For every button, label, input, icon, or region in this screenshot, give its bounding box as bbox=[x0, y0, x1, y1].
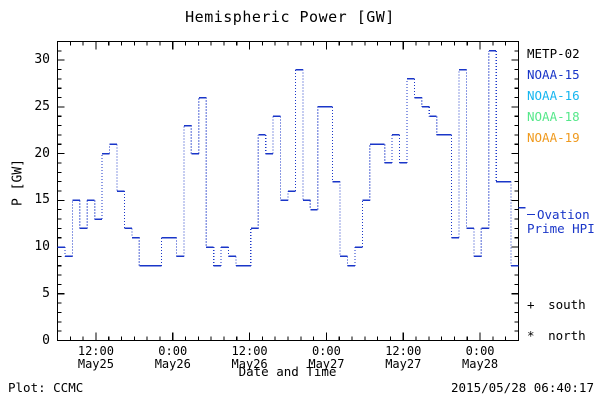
footer-credit: Plot: CCMC bbox=[8, 380, 84, 395]
x-tick-time: 12:00 bbox=[77, 344, 114, 358]
y-axis-title: P [GW] bbox=[10, 159, 26, 206]
y-tick-label: 0 bbox=[42, 332, 50, 348]
legend-ovation-line2: Prime HPI bbox=[527, 221, 595, 236]
y-tick-label: 15 bbox=[34, 192, 50, 208]
legend-item-noaa-15[interactable]: NOAA-15 bbox=[527, 67, 580, 82]
legend-item-noaa-18[interactable]: NOAA-18 bbox=[527, 109, 580, 124]
footer-timestamp: 2015/05/28 06:40:17 bbox=[451, 380, 594, 395]
legend-marker-north-label: north bbox=[548, 328, 586, 343]
x-tick-time: 0:00 bbox=[158, 344, 188, 358]
x-tick-time: 0:00 bbox=[311, 344, 341, 358]
x-tick-time: 12:00 bbox=[385, 344, 422, 358]
page-title: Hemispheric Power [GW] bbox=[185, 8, 395, 26]
x-tick-time: 0:00 bbox=[465, 344, 495, 358]
y-tick-label: 10 bbox=[34, 239, 50, 255]
legend-marker-north: * north bbox=[527, 328, 586, 343]
axes-group bbox=[56, 40, 520, 342]
legend-marker-south-label: south bbox=[548, 297, 586, 312]
x-tick-label: 0:00 May28 bbox=[440, 345, 520, 371]
x-tick-time: 12:00 bbox=[231, 344, 268, 358]
x-tick-date: May25 bbox=[77, 357, 114, 371]
x-axis-title: Date and Time bbox=[238, 364, 337, 379]
legend-ovation-entry: Ovation Prime HPI bbox=[527, 208, 595, 236]
x-tick-date: May28 bbox=[462, 357, 499, 371]
y-tick-label: 20 bbox=[34, 145, 50, 161]
x-tick-label: 0:00 May26 bbox=[133, 345, 213, 371]
x-tick-date: May27 bbox=[385, 357, 422, 371]
legend-item-metp-02[interactable]: METP-02 bbox=[527, 46, 580, 61]
legend-marker-south: + south bbox=[527, 297, 586, 312]
x-tick-date: May27 bbox=[308, 357, 345, 371]
asterisk-marker-icon: * bbox=[527, 328, 535, 343]
series-risers-0 bbox=[64, 50, 512, 266]
x-tick-date: May26 bbox=[231, 357, 268, 371]
data-series-group bbox=[57, 50, 526, 267]
y-tick-label: 5 bbox=[42, 285, 50, 301]
x-tick-label: 12:00 May26 bbox=[210, 345, 290, 371]
ovation-dash-icon bbox=[527, 214, 535, 215]
y-tick-label: 30 bbox=[34, 52, 50, 68]
x-tick-label: 0:00 May27 bbox=[286, 345, 366, 371]
x-tick-date: May26 bbox=[154, 357, 191, 371]
legend-item-noaa-19[interactable]: NOAA-19 bbox=[527, 130, 580, 145]
y-tick-label: 25 bbox=[34, 98, 50, 114]
x-tick-label: 12:00 May27 bbox=[363, 345, 443, 371]
legend-item-noaa-16[interactable]: NOAA-16 bbox=[527, 88, 580, 103]
x-tick-label: 12:00 May25 bbox=[56, 345, 136, 371]
series-line-0 bbox=[57, 50, 519, 267]
legend-ovation-line1: Ovation bbox=[537, 207, 590, 222]
plus-marker-icon: + bbox=[527, 297, 535, 312]
